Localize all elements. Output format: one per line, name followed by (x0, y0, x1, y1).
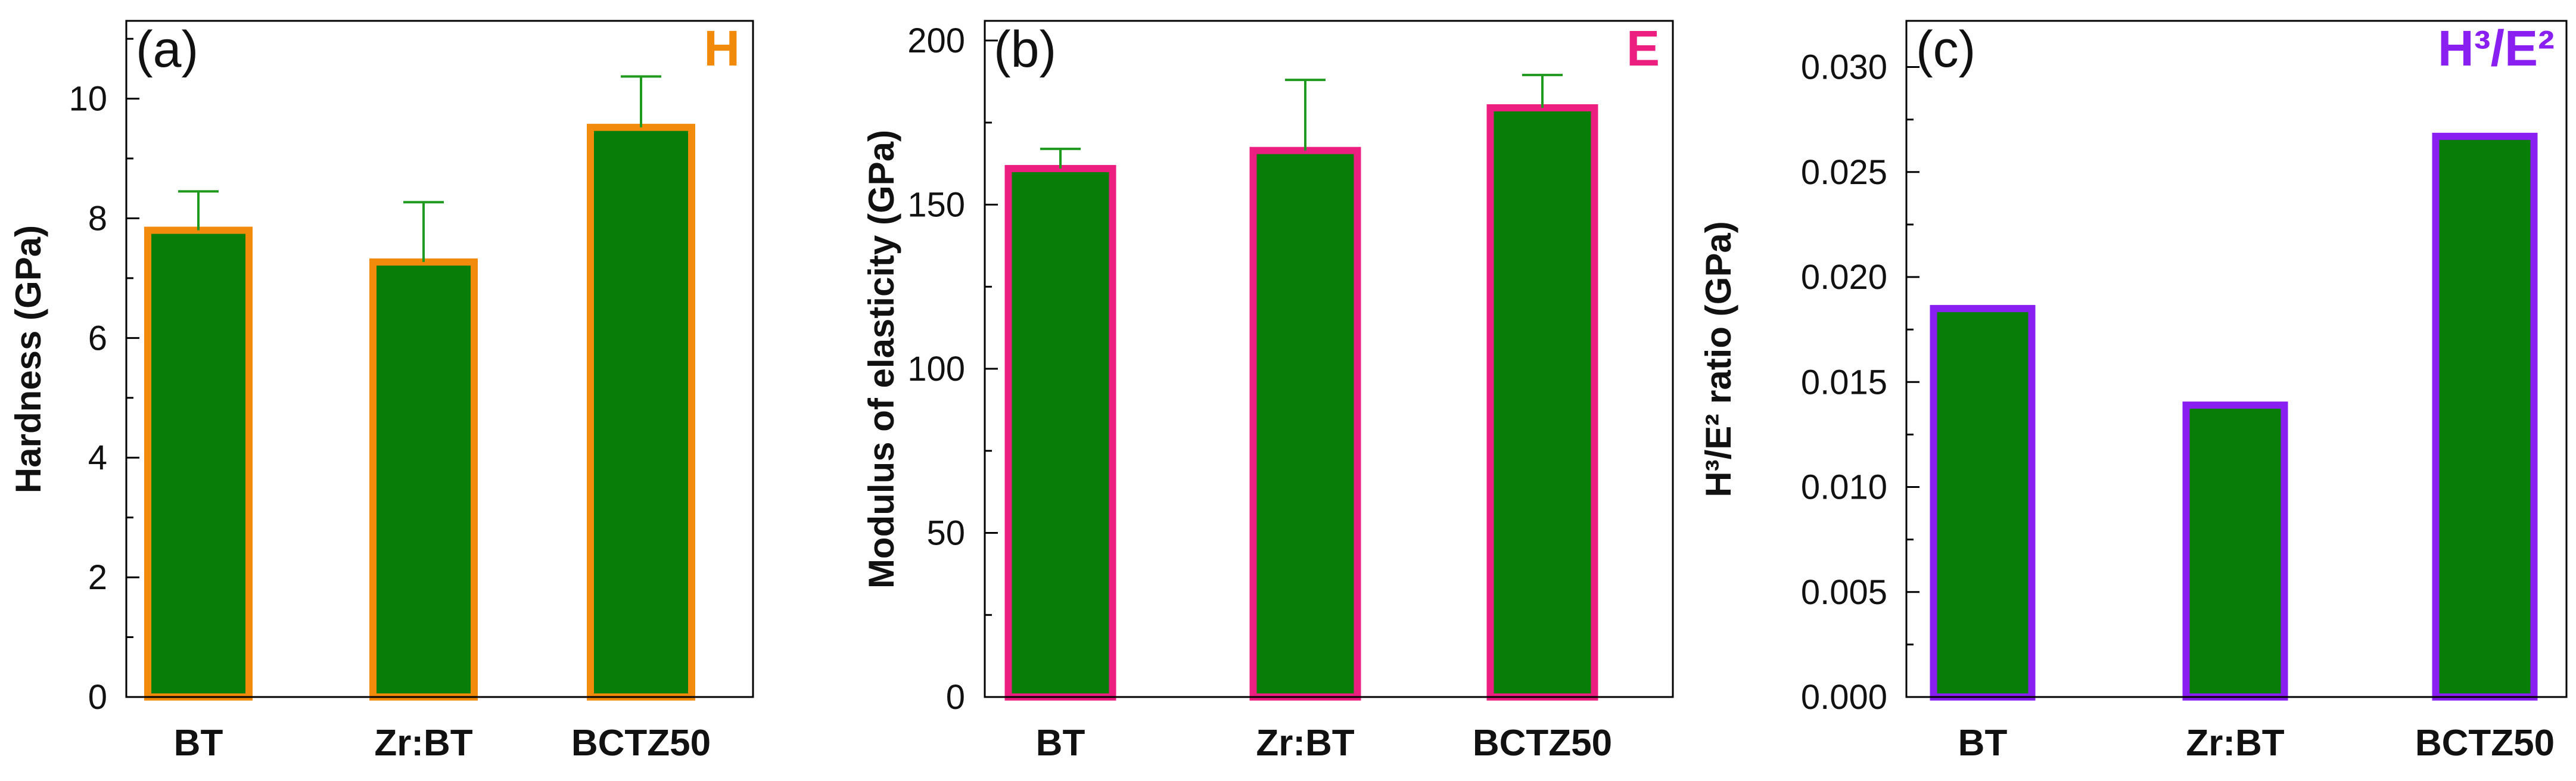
panel-b-bar-bt (1004, 164, 1116, 701)
panel-b-plot-frame (984, 20, 1674, 698)
panel-c-y-tick-label: 0.020 (1801, 258, 1887, 297)
panel-b-y-tick-label: 150 (907, 186, 965, 225)
panel-b-category-label: Zr:BT (1256, 723, 1354, 764)
panel-a-y-tick-labels: 0 2 4 6 8 10 (69, 80, 107, 717)
panel-b-error-bars (1040, 73, 1563, 169)
panel-c-category-label: Zr:BT (2186, 723, 2284, 764)
panel-c-y-tick-label: 0.005 (1801, 573, 1887, 612)
panel-c-category-label: BCTZ50 (2415, 723, 2555, 764)
panel-b-y-tick-label: 0 (946, 678, 965, 717)
panel-b-y-tick-label: 50 (926, 514, 965, 553)
panel-a-error-bars (178, 75, 661, 262)
panel-c-label: (c) (1916, 21, 1975, 78)
panel-b-y-axis-title: Modulus of elasticity (GPa) (861, 130, 901, 589)
panel-a-plot-frame (125, 20, 754, 698)
panel-b-category-label: BT (1036, 723, 1085, 764)
panel-c-y-tick-label: 0.015 (1801, 363, 1887, 402)
panel-c-y-tick-labels: 0.000 0.005 0.010 0.015 0.020 0.025 0.030 (1801, 48, 1887, 717)
panel-b-category-label: BCTZ50 (1473, 723, 1612, 764)
panel-a-y-tick-label: 2 (88, 558, 107, 597)
panel-a-y-tick-label: 6 (88, 319, 107, 357)
panel-c-y-tick-label: 0.025 (1801, 153, 1887, 192)
panel-b-y-ticks (985, 39, 998, 698)
panel-c-bar-bctz50 (2432, 132, 2538, 701)
panel-a-bar-bctz50 (587, 123, 695, 701)
panel-a-bars (144, 123, 695, 701)
panel-c-category-labels: BT Zr:BT BCTZ50 (1958, 723, 2555, 764)
panel-b-y-tick-label: 100 (907, 350, 965, 388)
panel-c-category-label: BT (1958, 723, 2008, 764)
panel-b-corner-label: E (1626, 20, 1660, 76)
panel-c-y-tick-label: 0.010 (1801, 468, 1887, 507)
panel-c-bar-zrbt (2182, 402, 2288, 701)
panel-a: 0 2 4 6 8 10 BT Zr:BT BCTZ50 (a) H Hardness (GP… (8, 20, 754, 764)
panel-b: 0 50 100 150 200 BT Zr:BT BCTZ50 (b) E Modulus… (861, 20, 1674, 764)
panel-c-plot-frame (1905, 20, 2568, 698)
panel-a-label: (a) (136, 21, 198, 78)
panel-c-y-ticks (1906, 66, 1919, 698)
panel-c-corner-label: H³/E² (2438, 20, 2555, 76)
panel-b-y-tick-labels: 0 50 100 150 200 (907, 21, 965, 717)
panel-a-category-labels: BT Zr:BT BCTZ50 (174, 723, 711, 764)
panel-c-y-tick-label: 0.030 (1801, 48, 1887, 87)
panel-c-y-axis-title: H³/E² ratio (GPa) (1698, 221, 1738, 497)
panel-a-y-tick-label: 8 (88, 199, 107, 238)
panel-b-y-tick-label: 200 (907, 21, 965, 60)
panel-a-y-axis-title: Hardness (GPa) (8, 225, 48, 493)
panel-c: 0.000 0.005 0.010 0.015 0.020 0.025 0.030 BT Zr… (1698, 20, 2568, 764)
panel-c-bar-bt (1930, 304, 2036, 701)
panel-a-category-label: BCTZ50 (571, 723, 711, 764)
panel-a-bar-zrbt (369, 258, 478, 701)
panel-c-bars (1930, 132, 2538, 701)
panel-a-bar-bt (144, 226, 253, 701)
panel-a-corner-label: H (704, 20, 740, 76)
panel-b-bars (1004, 104, 1598, 701)
panel-a-y-tick-label: 0 (88, 678, 107, 717)
panel-a-y-tick-label: 4 (88, 438, 107, 477)
panel-b-bar-bctz50 (1486, 104, 1598, 701)
panel-b-category-labels: BT Zr:BT BCTZ50 (1036, 723, 1612, 764)
panel-b-label: (b) (994, 21, 1056, 78)
panel-a-category-label: BT (174, 723, 223, 764)
panel-c-y-tick-label: 0.000 (1801, 678, 1887, 717)
panel-a-y-tick-label: 10 (69, 80, 107, 119)
panel-b-bar-zrbt (1249, 147, 1361, 701)
panel-a-category-label: Zr:BT (374, 723, 472, 764)
panel-a-y-ticks (126, 38, 139, 698)
